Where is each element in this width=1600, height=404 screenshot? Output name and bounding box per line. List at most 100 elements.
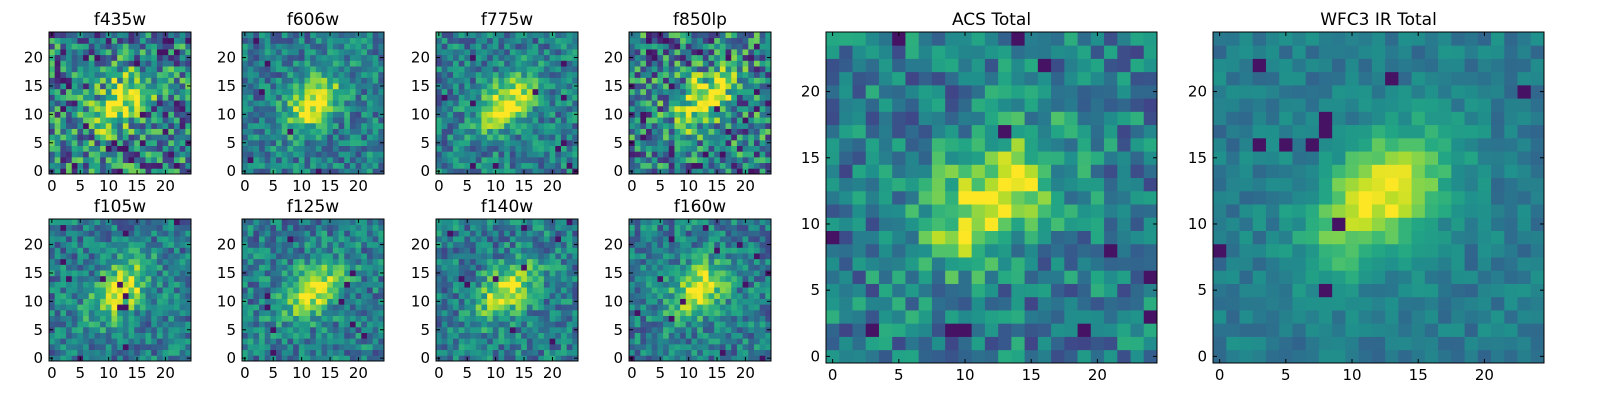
heatmap-cell (516, 49, 522, 55)
heatmap-cell (344, 157, 350, 163)
heatmap-cell (66, 106, 72, 112)
heatmap-cell (1345, 284, 1359, 298)
heatmap-cell (544, 83, 550, 89)
heatmap-cell (66, 123, 72, 129)
heatmap-cell (697, 157, 703, 163)
heatmap-cell (157, 270, 163, 276)
heatmap-cell (737, 168, 743, 174)
heatmap-cell (168, 112, 174, 118)
heatmap-cell (66, 157, 72, 163)
heatmap-cell (709, 134, 715, 140)
heatmap-cell (94, 236, 100, 242)
heatmap-cell (49, 293, 55, 299)
heatmap-cell (49, 157, 55, 163)
heatmap-cell (339, 338, 345, 344)
heatmap-cell (544, 163, 550, 169)
heatmap-cell (100, 77, 106, 83)
heatmap-cell (470, 168, 476, 174)
heatmap-cell (1239, 151, 1253, 165)
heatmap-cell (932, 111, 946, 125)
heatmap-cell (892, 217, 906, 231)
heatmap-cell (657, 123, 663, 129)
heatmap-cell (287, 89, 293, 95)
heatmap-cell (140, 106, 146, 112)
heatmap-cell (1078, 164, 1092, 178)
heatmap-cell (350, 123, 356, 129)
heatmap-cell (361, 32, 367, 38)
heatmap-cell (731, 72, 737, 78)
heatmap-cell (680, 146, 686, 152)
heatmap-cell (106, 293, 112, 299)
heatmap-cell (652, 55, 658, 61)
heatmap-cell (652, 94, 658, 100)
heatmap-cell (265, 293, 271, 299)
heatmap-cell (123, 168, 129, 174)
heatmap-cell (932, 231, 946, 245)
heatmap-cell (1051, 217, 1065, 231)
heatmap-cell (1465, 323, 1479, 337)
heatmap-cell (361, 281, 367, 287)
heatmap-cell (652, 32, 658, 38)
heatmap-cell (248, 281, 254, 287)
heatmap-cell (521, 49, 527, 55)
heatmap-cell (180, 299, 186, 305)
heatmap-cell (1051, 125, 1065, 139)
heatmap-cell (146, 168, 152, 174)
heatmap-cell (1319, 111, 1333, 125)
heatmap-cell (516, 60, 522, 66)
heatmap-cell (1253, 310, 1267, 324)
heatmap-cell (748, 146, 754, 152)
heatmap-cell (163, 333, 169, 339)
heatmap-cell (117, 77, 123, 83)
heatmap-cell (669, 49, 675, 55)
heatmap-cell (333, 60, 339, 66)
heatmap-cell (1332, 244, 1346, 258)
heatmap-cell (242, 117, 248, 123)
heatmap-cell (123, 146, 129, 152)
heatmap-cell (89, 253, 95, 259)
heatmap-cell (373, 140, 379, 146)
heatmap-cell (1279, 191, 1293, 205)
heatmap-cell (1091, 270, 1105, 284)
heatmap-cell (538, 77, 544, 83)
heatmap-cell (327, 89, 333, 95)
heatmap-cell (905, 350, 919, 364)
heatmap-cell (453, 38, 459, 44)
heatmap-cell (168, 219, 174, 225)
heatmap-cell (635, 83, 641, 89)
heatmap-cell (504, 94, 510, 100)
heatmap-cell (905, 323, 919, 337)
heatmap-cell (1025, 111, 1039, 125)
heatmap-cell (140, 293, 146, 299)
heatmap-cell (140, 49, 146, 55)
heatmap-cell (327, 77, 333, 83)
heatmap-cell (356, 338, 362, 344)
heatmap-cell (504, 129, 510, 135)
heatmap-cell (1117, 151, 1131, 165)
heatmap-cell (1279, 98, 1293, 112)
heatmap-cell (304, 157, 310, 163)
heatmap-cell (276, 106, 282, 112)
heatmap-cell (481, 146, 487, 152)
heatmap-cell (905, 58, 919, 72)
heatmap-cell (504, 89, 510, 95)
heatmap-cell (83, 316, 89, 322)
heatmap-cell (265, 270, 271, 276)
heatmap-cell (89, 281, 95, 287)
heatmap-cell (344, 287, 350, 293)
heatmap-cell (293, 112, 299, 118)
heatmap-cell (134, 287, 140, 293)
heatmap-cell (691, 72, 697, 78)
heatmap-cell (242, 89, 248, 95)
heatmap-cell (1385, 323, 1399, 337)
heatmap-cell (839, 270, 853, 284)
heatmap-cell (185, 316, 191, 322)
heatmap-cell (134, 146, 140, 152)
y-tick-label: 0 (420, 162, 430, 180)
heatmap-cell (1266, 284, 1280, 298)
heatmap-cell (453, 60, 459, 66)
heatmap-cell (55, 293, 61, 299)
heatmap-cell (527, 157, 533, 163)
heatmap-cell (1478, 125, 1492, 139)
heatmap-cell (555, 89, 561, 95)
